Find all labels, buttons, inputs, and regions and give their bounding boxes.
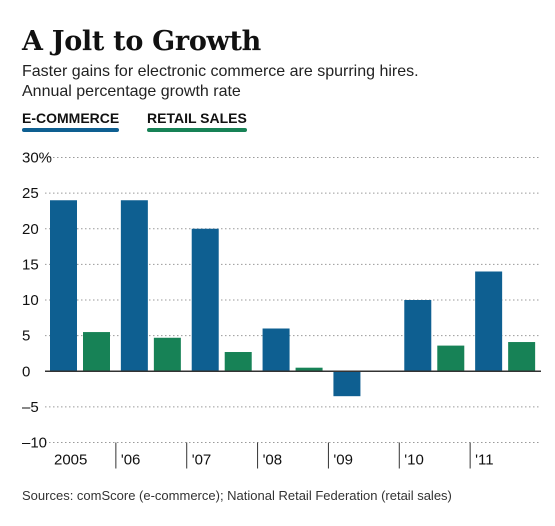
chart-title: A Jolt to Growth [22,26,261,57]
y-tick-label: 30% [22,150,52,167]
y-tick-label: 15 [22,256,39,273]
bar-ecommerce [475,271,503,372]
bar-retail-sales [508,342,536,372]
x-tick-label: '09 [333,452,353,469]
legend-swatch-ecommerce [22,128,120,132]
x-tick-label: 2005 [54,452,87,469]
y-tick-label: –5 [22,399,39,416]
bar-ecommerce [191,228,219,372]
bar-retail-sales [437,345,465,372]
legend-swatch-retail-sales [147,128,247,132]
legend-item-retail-sales: RETAIL SALES [147,109,247,132]
y-tick-label: 5 [22,328,30,345]
bar-retail-sales [153,337,181,372]
bar-ecommerce [50,200,77,372]
legend-item-ecommerce: E-COMMERCE [22,109,120,132]
source-note: Sources: comScore (e-commerce); National… [22,488,452,503]
bar-ecommerce [404,300,432,372]
bar-retail-sales [83,332,110,372]
bar-retail-sales [224,352,252,372]
y-tick-label: 0 [22,363,30,380]
y-tick-label: 25 [22,185,39,202]
bar-retail-sales [295,367,323,372]
x-tick-label: '11 [475,452,493,469]
y-axis-title: Annual percentage growth rate [22,83,241,100]
gridlines [45,157,541,443]
bar-ecommerce [262,328,290,372]
y-tick-label: 10 [22,292,39,309]
bars [50,200,536,397]
legend-label-retail-sales: RETAIL SALES [147,110,247,126]
bar-ecommerce [333,371,361,397]
bar-ecommerce [120,200,148,372]
chart-subtitle: Faster gains for electronic commerce are… [22,63,419,80]
x-tick-label: '07 [192,452,212,469]
y-tick-label: 20 [22,221,39,238]
tick-labels: –10 –5 0 5 10 15 20 25 30% 2005 '06 '07 '08 '09 '10 '11 [22,150,494,469]
x-tick-label: '08 [263,452,283,469]
y-tick-label: –10 [22,435,47,452]
x-tick-label: '10 [404,452,424,469]
x-axis [45,370,541,469]
x-tick-label: '06 [121,452,141,469]
legend-label-ecommerce: E-COMMERCE [22,110,120,126]
